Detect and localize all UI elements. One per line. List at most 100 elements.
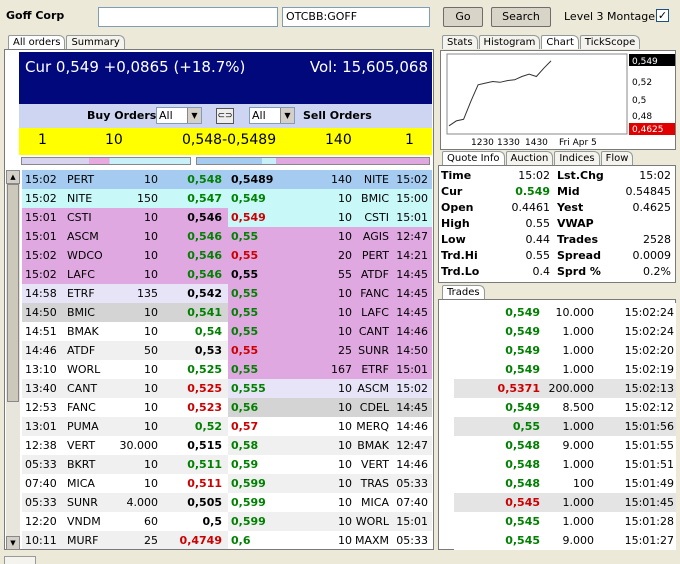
ask-price: 0,5489 xyxy=(231,173,274,186)
quote-label: High xyxy=(441,217,470,230)
bid-size: 60 xyxy=(144,515,158,528)
tab-auction[interactable]: Auction xyxy=(505,151,554,165)
tab-flow[interactable]: Flow xyxy=(600,151,634,165)
ask-mmid: FANC xyxy=(360,287,389,300)
bid-size: 10 xyxy=(144,306,158,319)
trade-size: 9.000 xyxy=(562,439,595,452)
order-row[interactable]: 15:02 PERT 10 0,548 0,5489 140 NITE 15:02 xyxy=(22,170,432,189)
scroll-down-icon[interactable]: ▼ xyxy=(6,536,20,550)
trade-row[interactable]: 0,549 1.000 15:02:24 xyxy=(454,322,676,341)
order-row[interactable]: 14:51 BMAK 10 0,54 0,55 10 CANT 14:46 xyxy=(22,322,432,341)
order-filter-bar: Buy Orders All ▼ ⊂⊃ All ▼ Sell Orders xyxy=(19,104,432,128)
chevron-down-icon: ▼ xyxy=(280,108,294,123)
order-row[interactable]: 15:02 WDCO 10 0,546 0,55 20 PERT 14:21 xyxy=(22,246,432,265)
ask-mmid: TRAS xyxy=(360,477,389,490)
tab-all-orders[interactable]: All orders xyxy=(8,35,66,49)
ask-size: 10 xyxy=(338,287,352,300)
bid-price: 0,546 xyxy=(187,211,222,224)
trade-row[interactable]: 0,5371 200.000 15:02:13 xyxy=(454,379,676,398)
y-label-2: 0,48 xyxy=(632,112,652,122)
order-row[interactable]: 07:40 MICA 10 0,511 0,599 10 TRAS 05:33 xyxy=(22,474,432,493)
bid-price: 0,52 xyxy=(194,420,222,433)
order-book-scrollbar[interactable]: ▲ ▼ xyxy=(6,170,20,550)
tab-summary[interactable]: Summary xyxy=(66,35,125,49)
order-row[interactable]: 05:33 BKRT 10 0,511 0,59 10 VERT 14:46 xyxy=(22,455,432,474)
order-row[interactable]: 15:01 CSTI 10 0,546 0,549 10 CSTI 15:01 xyxy=(22,208,432,227)
trades-panel: 0,549 10.000 15:02:24 0,549 1.000 15:02:24 0,5… xyxy=(438,299,676,550)
order-row[interactable]: 13:10 WORL 10 0,525 0,55 167 ETRF 15:01 xyxy=(22,360,432,379)
ask-size: 10 xyxy=(338,230,352,243)
trade-size: 1.000 xyxy=(562,420,595,433)
trade-price: 0,55 xyxy=(512,420,540,433)
trade-row[interactable]: 0,545 1.000 15:01:45 xyxy=(454,493,676,512)
trade-row[interactable]: 0,549 8.500 15:02:12 xyxy=(454,398,676,417)
tab-tickscope[interactable]: TickScope xyxy=(579,35,641,49)
ask-mmid: ATDF xyxy=(360,268,389,281)
tab-chart[interactable]: Chart xyxy=(541,35,579,49)
trade-size: 8.500 xyxy=(562,401,595,414)
order-row[interactable]: 14:58 ETRF 135 0,542 0,55 10 FANC 14:45 xyxy=(22,284,432,303)
ask-time: 12:47 xyxy=(396,230,428,243)
order-row[interactable]: 14:46 ATDF 50 0,53 0,55 25 SUNR 14:50 xyxy=(22,341,432,360)
quote-value: 15:02 xyxy=(518,169,550,182)
ask-size: 10 xyxy=(338,439,352,452)
x-label-2: 1430 xyxy=(525,138,548,148)
tab-stats[interactable]: Stats xyxy=(442,35,478,49)
order-row[interactable]: 14:50 BMIC 10 0,541 0,55 10 LAFC 14:45 xyxy=(22,303,432,322)
trade-price: 0,5371 xyxy=(497,382,540,395)
level3-checkbox[interactable]: ✓ xyxy=(656,9,669,22)
order-row[interactable]: 12:38 VERT 30.000 0,515 0,58 10 BMAK 12:47 xyxy=(22,436,432,455)
order-row[interactable]: 15:02 NITE 150 0,547 0,549 10 BMIC 15:00 xyxy=(22,189,432,208)
bid-mmid: ETRF xyxy=(67,287,95,300)
bid-price: 0,547 xyxy=(187,192,222,205)
order-row[interactable]: 10:11 MURF 25 0,4749 0,6 10 MAXM 05:33 xyxy=(22,531,432,549)
bid-side: 12:20 VNDM 60 0,5 xyxy=(22,512,228,531)
order-row[interactable]: 15:01 ASCM 10 0,546 0,55 10 AGIS 12:47 xyxy=(22,227,432,246)
ask-mmid: BMIC xyxy=(361,192,389,205)
ask-time: 12:47 xyxy=(396,439,428,452)
depth-bars xyxy=(19,155,432,169)
trade-row[interactable]: 0,549 10.000 15:02:24 xyxy=(454,303,676,322)
bid-side: 05:33 SUNR 4.000 0,505 xyxy=(22,493,228,512)
ask-time: 14:46 xyxy=(396,325,428,338)
tab-histogram[interactable]: Histogram xyxy=(478,35,541,49)
trade-row[interactable]: 0,545 1.000 15:01:28 xyxy=(454,512,676,531)
bid-price: 0,4749 xyxy=(179,534,222,547)
ask-side: 0,59 10 VERT 14:46 xyxy=(228,455,432,474)
trade-row[interactable]: 0,549 1.000 15:02:20 xyxy=(454,341,676,360)
quote-value: 0.44 xyxy=(525,233,551,246)
sell-filter-select[interactable]: All ▼ xyxy=(249,107,295,124)
trade-row[interactable]: 0,549 1.000 15:02:19 xyxy=(454,360,676,379)
trade-row[interactable]: 0,548 1.000 15:01:51 xyxy=(454,455,676,474)
trade-row[interactable]: 0,548 100 15:01:49 xyxy=(454,474,676,493)
right-tabs: Stats Histogram Chart TickScope xyxy=(442,35,641,49)
quote-label: Low xyxy=(441,233,466,246)
go-button[interactable]: Go xyxy=(443,7,483,27)
order-row[interactable]: 12:20 VNDM 60 0,5 0,599 10 WORL 15:01 xyxy=(22,512,432,531)
trade-row[interactable]: 0,55 1.000 15:01:56 xyxy=(454,417,676,436)
buy-filter-select[interactable]: All ▼ xyxy=(156,107,202,124)
bid-side: 15:02 PERT 10 0,548 xyxy=(22,170,228,189)
order-row[interactable]: 15:02 LAFC 10 0,546 0,55 55 ATDF 14:45 xyxy=(22,265,432,284)
symbol-input[interactable]: OTCBB:GOFF xyxy=(282,7,430,27)
scroll-up-icon[interactable]: ▲ xyxy=(6,170,20,184)
company-search-field[interactable] xyxy=(98,7,278,27)
bottom-tab[interactable] xyxy=(4,556,36,564)
order-row[interactable]: 12:53 FANC 10 0,523 0,56 10 CDEL 14:45 xyxy=(22,398,432,417)
tab-indices[interactable]: Indices xyxy=(554,151,600,165)
bid-mmid: FANC xyxy=(67,401,96,414)
scroll-thumb[interactable] xyxy=(7,184,19,402)
search-button[interactable]: Search xyxy=(491,7,551,27)
trade-row[interactable]: 0,548 9.000 15:01:55 xyxy=(454,436,676,455)
bid-size: 10 xyxy=(144,458,158,471)
ask-size: 10 xyxy=(338,192,352,205)
order-row[interactable]: 05:33 SUNR 4.000 0,505 0,599 10 MICA 07:40 xyxy=(22,493,432,512)
order-row[interactable]: 13:40 CANT 10 0,525 0,555 10 ASCM 15:02 xyxy=(22,379,432,398)
ask-mmid: VERT xyxy=(360,458,389,471)
trade-row[interactable]: 0,545 9.000 15:01:27 xyxy=(454,531,676,550)
ask-mmid: NITE xyxy=(363,173,389,186)
link-icon[interactable]: ⊂⊃ xyxy=(216,108,234,124)
order-row[interactable]: 13:01 PUMA 10 0,52 0,57 10 MERQ 14:46 xyxy=(22,417,432,436)
tab-trades[interactable]: Trades xyxy=(442,285,485,299)
tab-quote-info[interactable]: Quote Info xyxy=(442,151,505,165)
